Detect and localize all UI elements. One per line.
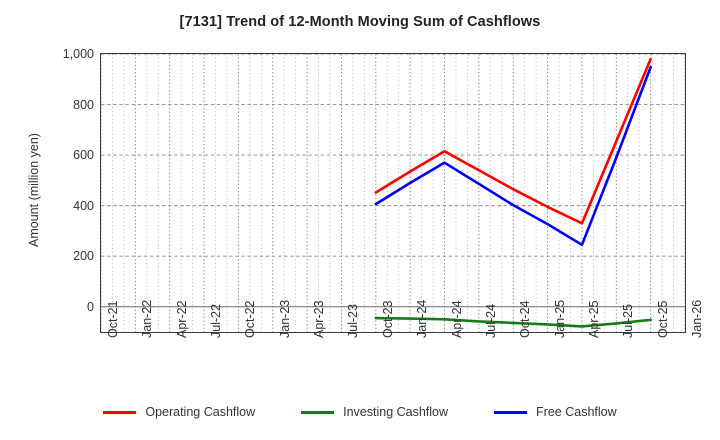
- y-tick-label: 600: [73, 148, 94, 163]
- legend-swatch-free-cashflow: [494, 410, 528, 414]
- chart-legend: Operating Cashflow Investing Cashflow Fr…: [0, 405, 720, 419]
- y-tick-label: 400: [73, 198, 94, 213]
- legend-item-investing-cashflow[interactable]: Investing Cashflow: [301, 405, 448, 419]
- x-tick-label: Jan-24: [415, 299, 430, 338]
- x-tick-label: Jul-25: [621, 303, 636, 338]
- legend-label-investing-cashflow: Investing Cashflow: [343, 405, 449, 419]
- x-tick-label: Jan-25: [552, 299, 567, 338]
- legend-label-free-cashflow: Free Cashflow: [536, 405, 617, 419]
- x-tick-label: Apr-25: [586, 300, 601, 338]
- x-tick-label: Oct-23: [380, 300, 395, 338]
- x-tick-label: Oct-21: [106, 300, 120, 338]
- x-tick-label: Jul-23: [346, 303, 361, 338]
- legend-swatch-operating-cashflow: [103, 410, 137, 414]
- y-tick-label: 1,000: [62, 47, 94, 61]
- plot-area: [100, 53, 686, 333]
- x-tick-label: Apr-24: [449, 300, 464, 338]
- y-tick-label: 0: [87, 299, 94, 314]
- x-tick-label: Jul-22: [209, 303, 224, 338]
- x-tick-label: Jan-23: [277, 299, 292, 338]
- plot-svg: [100, 53, 686, 332]
- x-tick-label: Apr-23: [312, 300, 327, 338]
- x-tick-label: Oct-22: [243, 300, 258, 338]
- chart-title: [7131] Trend of 12-Month Moving Sum of C…: [179, 14, 541, 30]
- x-tick-label: Oct-24: [518, 300, 533, 338]
- x-tick-label: Jan-26: [690, 299, 704, 338]
- y-tick-label: 800: [73, 97, 94, 112]
- y-tick-label: 200: [73, 249, 94, 264]
- legend-label-operating-cashflow: Operating Cashflow: [145, 405, 256, 419]
- legend-swatch-investing-cashflow: [301, 410, 335, 414]
- x-tick-label: Jan-22: [140, 299, 155, 338]
- x-tick-label: Oct-25: [655, 300, 670, 338]
- legend-item-operating-cashflow[interactable]: Operating Cashflow: [103, 405, 255, 419]
- x-tick-label: Apr-22: [174, 300, 189, 338]
- legend-item-free-cashflow[interactable]: Free Cashflow: [494, 405, 617, 419]
- x-tick-label: Jul-24: [483, 303, 498, 338]
